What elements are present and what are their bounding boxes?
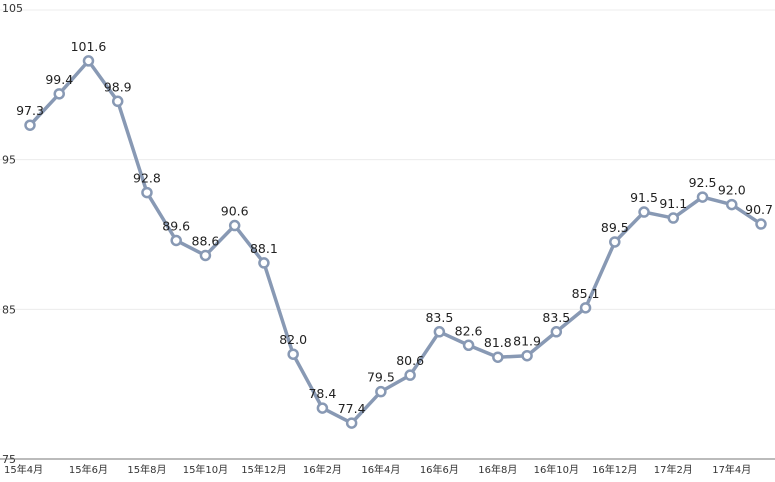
data-label: 83.5 xyxy=(542,310,570,325)
data-point xyxy=(726,198,738,211)
x-tick-label: 17年2月 xyxy=(654,463,693,476)
data-point xyxy=(287,348,299,360)
data-point xyxy=(696,191,709,203)
data-label: 99.4 xyxy=(45,72,73,87)
x-tick-label: 16年2月 xyxy=(303,463,342,476)
y-tick-label: 95 xyxy=(2,154,16,167)
data-label: 98.9 xyxy=(104,79,132,94)
data-label: 92.5 xyxy=(689,175,717,190)
data-point xyxy=(199,249,212,262)
data-label: 90.6 xyxy=(221,204,249,219)
x-tick-label: 15年12月 xyxy=(241,463,286,476)
data-point xyxy=(141,186,153,199)
x-tick-label: 16年8月 xyxy=(478,463,517,476)
x-tick-label: 16年4月 xyxy=(361,463,400,476)
x-tick-label: 16年12月 xyxy=(592,463,637,476)
data-label: 88.1 xyxy=(250,241,278,256)
data-label: 85.1 xyxy=(572,286,600,301)
data-point xyxy=(228,219,241,232)
data-label: 78.4 xyxy=(308,386,336,401)
x-tick-label: 15年4月 xyxy=(4,463,43,476)
data-label: 91.5 xyxy=(630,190,658,205)
data-label: 83.5 xyxy=(425,310,453,325)
data-label: 82.6 xyxy=(455,323,483,338)
data-point xyxy=(53,88,65,100)
x-tick-label: 15年8月 xyxy=(127,463,166,476)
data-point xyxy=(258,257,270,269)
data-label: 82.0 xyxy=(279,332,307,347)
y-tick-label: 105 xyxy=(2,2,23,15)
y-tick-label: 85 xyxy=(2,303,16,316)
x-tick-label: 15年10月 xyxy=(183,463,228,476)
data-label: 89.5 xyxy=(601,220,629,235)
data-label: 81.9 xyxy=(513,334,541,349)
data-point xyxy=(492,351,504,363)
x-tick-label: 17年4月 xyxy=(712,463,751,476)
data-point xyxy=(755,218,767,230)
data-label: 81.8 xyxy=(484,335,512,350)
data-label: 80.6 xyxy=(396,353,424,368)
data-point xyxy=(24,119,36,131)
data-label: 92.0 xyxy=(718,183,746,198)
data-point xyxy=(316,402,329,414)
series-line xyxy=(28,59,763,425)
data-label: 79.5 xyxy=(367,370,395,385)
data-point xyxy=(375,385,387,398)
data-label: 77.4 xyxy=(338,401,366,416)
data-label: 97.3 xyxy=(16,103,44,118)
data-label: 91.1 xyxy=(659,196,687,211)
x-tick-label: 16年6月 xyxy=(420,463,459,476)
data-point xyxy=(550,326,563,338)
data-label: 90.7 xyxy=(745,202,773,217)
data-point xyxy=(579,302,592,314)
data-label: 89.6 xyxy=(162,218,190,233)
data-point xyxy=(521,349,533,362)
data-point xyxy=(462,339,475,352)
data-label: 101.6 xyxy=(71,39,107,54)
data-point xyxy=(638,206,650,218)
x-tick-label: 16年10月 xyxy=(534,463,579,476)
data-point xyxy=(170,234,182,247)
data-point xyxy=(82,55,95,67)
data-point xyxy=(667,212,680,224)
data-label: 88.6 xyxy=(192,233,220,248)
data-point xyxy=(111,95,124,108)
data-point xyxy=(609,236,621,248)
data-point xyxy=(433,326,446,338)
data-point xyxy=(404,369,416,381)
x-tick-label: 15年6月 xyxy=(69,463,108,476)
data-label: 92.8 xyxy=(133,171,161,186)
data-point xyxy=(345,417,358,429)
